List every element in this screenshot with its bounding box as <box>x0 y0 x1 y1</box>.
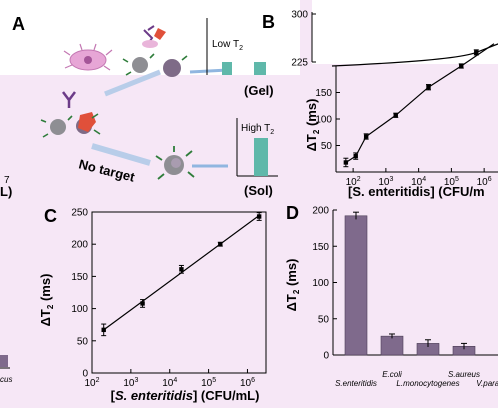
panel-d: D 0 50 100 150 200 S.enteritidis E.coliL.monoc… <box>284 203 498 388</box>
panel-c-xtick-label: 106 <box>240 377 255 389</box>
panel-c-point <box>140 301 145 306</box>
panel-b-xtick-label: 103 <box>378 176 393 188</box>
panel-d-main: 0 50 100 150 200 S.enteritidis E.coliL.monocyt… <box>312 206 498 388</box>
panel-b-top-curve <box>331 43 498 67</box>
gel-arrow <box>189 68 229 74</box>
panel-d-ytick-label: 100 <box>312 278 329 289</box>
left-fragment-bar <box>0 355 8 367</box>
panel-d-bar <box>344 215 368 356</box>
panel-b-ytick-label: 150 <box>315 88 332 99</box>
panel-c-point <box>256 214 262 219</box>
panel-c-ylabel: ΔT2 (ms) <box>38 274 55 327</box>
panel-d-letter: D <box>286 203 299 223</box>
panel-c-main: 0 50 100 150 200 250 102 103 104 105 106 <box>71 208 267 389</box>
panel-c-xtick-label: 104 <box>162 377 177 389</box>
panel-b-top-ytick-label: 225 <box>291 58 308 69</box>
panel-b-top-point <box>474 50 479 55</box>
panel-c-xtick-label: 102 <box>84 377 99 389</box>
panel-b-xtick-label: 105 <box>444 176 459 188</box>
panel-c-ytick-label: 0 <box>82 369 88 380</box>
panel-c-point <box>179 267 184 272</box>
panel-c: C 0 50 100 150 200 250 102 103 104 105 106 ΔT2 (ms… <box>38 206 267 403</box>
panel-b-xtick-label: 104 <box>411 176 426 188</box>
no-target-nanoparticles-icon <box>40 112 101 138</box>
cell-icon <box>63 43 113 71</box>
panel-c-xtick-label: 103 <box>123 377 138 389</box>
low-t2-label: Low T2 <box>212 39 243 52</box>
low-t2-box: Low T2 <box>206 18 266 75</box>
panel-b-top-ytick-label: 300 <box>291 10 308 21</box>
panel-c-ytick-label: 100 <box>71 304 88 315</box>
panel-b-ylabel: ΔT2 (ms) <box>304 99 321 152</box>
panel-b: B 225 300 50 100 150 102 103 104 105 106 ΔT2 (ms… <box>262 0 498 199</box>
panel-d-ytick-label: 0 <box>323 351 329 362</box>
panel-b-point <box>393 113 398 118</box>
panel-b-xlabel: [S. enteritidis] (CFU/m <box>348 184 485 199</box>
panel-d-category-label: L.monocytogenes <box>396 379 459 388</box>
panel-d-ylabel: ΔT2 (ms) <box>284 259 301 312</box>
panel-d-category-label: V.parahaemo <box>476 379 498 388</box>
panel-b-point <box>426 85 431 90</box>
panel-b-letter: B <box>262 12 275 32</box>
high-t2-box: High T2 <box>236 118 278 177</box>
panel-b-ytick-label: 50 <box>321 141 333 152</box>
gel-nanoparticle-icon <box>122 25 188 77</box>
left-fragment-text-3: cus <box>0 375 12 384</box>
panel-b-point <box>353 153 358 159</box>
panel-b-point <box>363 134 369 139</box>
panel-b-ytick-label: 100 <box>315 115 332 126</box>
panel-c-point <box>101 327 106 333</box>
panel-a-white-top <box>0 0 300 75</box>
no-target-arrow <box>91 143 151 166</box>
panel-b-top-bg <box>312 0 498 64</box>
panel-a-letter: A <box>12 14 25 34</box>
panel-d-category-label: E.coli <box>382 370 402 379</box>
bind-arrow <box>104 69 161 97</box>
panel-c-xlabel: [S. enteritidis] (CFU/mL) <box>111 388 260 403</box>
panel-b-main: 50 100 150 102 103 104 105 106 <box>315 43 498 188</box>
panel-c-point <box>218 242 223 247</box>
panel-c-ytick-label: 200 <box>71 240 88 251</box>
panel-d-bar <box>380 335 404 356</box>
panel-c-frame <box>91 211 267 374</box>
high-t2-label: High T2 <box>241 123 274 136</box>
panel-c-xtick-label: 105 <box>201 377 216 389</box>
panel-d-ytick-label: 200 <box>312 206 329 217</box>
antibody-icon <box>62 91 76 108</box>
sol-label: (Sol) <box>244 183 273 198</box>
panel-d-ytick-label: 50 <box>318 314 330 325</box>
panel-b-point <box>343 160 349 165</box>
panel-b-point <box>459 63 464 69</box>
panel-b-xtick-label: 106 <box>477 176 492 188</box>
left-fragment-text-2: L) <box>0 184 12 199</box>
panel-c-letter: C <box>44 206 57 226</box>
sol-nanoparticle-icon <box>155 146 195 180</box>
panel-d-category-label: S.enteritidis <box>335 379 377 388</box>
panel-d-category-label: S.aureus <box>448 370 480 379</box>
panel-b-xtick-label: 102 <box>346 176 361 188</box>
gel-label: (Gel) <box>244 83 274 98</box>
panel-c-ytick-label: 150 <box>71 272 88 283</box>
panel-b-top-inset: 225 300 <box>291 0 498 69</box>
left-fragment: 7 L) cus <box>0 175 12 384</box>
panel-d-ytick-label: 150 <box>312 242 329 253</box>
panel-c-ytick-label: 250 <box>71 208 88 219</box>
panel-c-ytick-label: 50 <box>77 336 89 347</box>
left-fragment-text-1: 7 <box>4 175 10 186</box>
